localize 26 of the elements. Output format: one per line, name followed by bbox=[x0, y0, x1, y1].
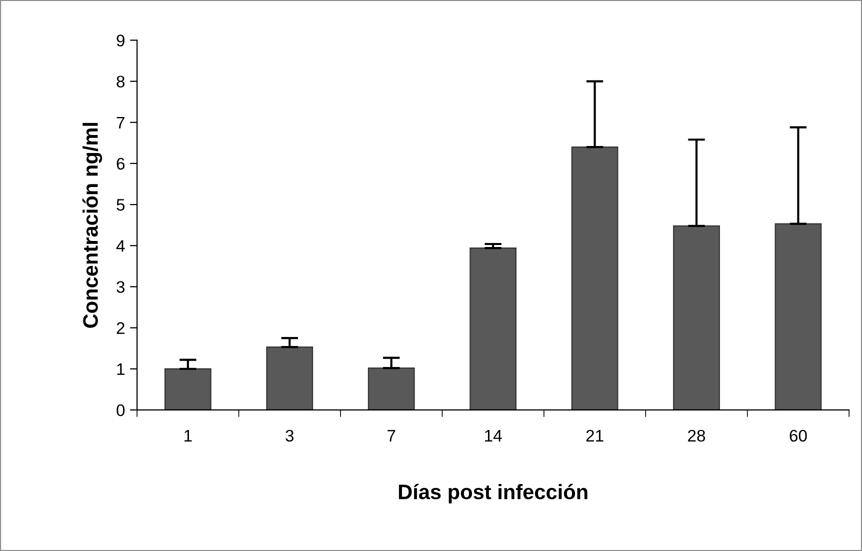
x-tick-label: 14 bbox=[485, 430, 502, 442]
x-tick-label: 60 bbox=[790, 430, 807, 442]
y-tick-label: 7 bbox=[116, 116, 124, 128]
bar bbox=[571, 146, 618, 410]
x-tick-label: 28 bbox=[688, 430, 706, 442]
x-tick-label: 21 bbox=[586, 430, 604, 442]
x-axis-title: Días post infección bbox=[398, 484, 588, 504]
y-tick-label: 8 bbox=[116, 76, 125, 88]
y-tick-label: 5 bbox=[116, 199, 125, 211]
bar bbox=[470, 248, 517, 410]
x-tick-label: 7 bbox=[388, 430, 396, 442]
y-tick-label: 3 bbox=[116, 281, 125, 293]
bar bbox=[266, 346, 314, 410]
bar bbox=[673, 225, 720, 410]
y-tick-label: 0 bbox=[116, 404, 125, 416]
x-tick-label: 3 bbox=[286, 430, 294, 442]
bar bbox=[368, 367, 415, 410]
y-axis-title: Concentración ng/ml bbox=[82, 122, 102, 328]
bar bbox=[164, 368, 212, 410]
y-tick-label: 2 bbox=[116, 322, 124, 334]
y-tick-label: 6 bbox=[116, 158, 125, 170]
y-tick-label: 1 bbox=[117, 363, 124, 375]
bar bbox=[774, 223, 822, 410]
x-tick-label: 1 bbox=[184, 430, 192, 442]
y-tick-label: 9 bbox=[116, 34, 124, 46]
y-tick-label: 4 bbox=[116, 240, 125, 252]
